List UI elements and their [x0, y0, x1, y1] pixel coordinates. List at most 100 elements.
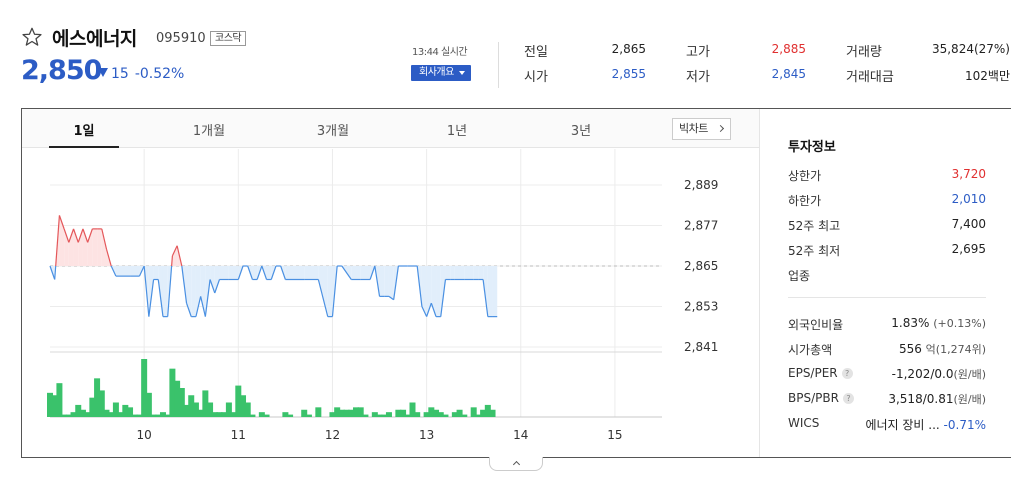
volume-bar	[94, 378, 101, 417]
price-line-down	[374, 265, 381, 297]
area-below-baseline	[266, 266, 272, 280]
price-line-down	[143, 265, 150, 317]
price-line-up	[176, 245, 183, 267]
company-overview-button[interactable]: 회사개요	[411, 65, 471, 81]
volume-bar	[475, 414, 482, 417]
volume-bar	[371, 412, 378, 417]
area-below-baseline	[492, 266, 498, 317]
y-tick-label: 2,853	[684, 300, 718, 314]
quote-value: 2,885	[771, 42, 806, 56]
quote-label: 거래대금	[846, 70, 894, 85]
volume-bar	[395, 409, 402, 417]
change-rate: -0.52%	[134, 66, 185, 82]
collapse-toggle-button[interactable]	[489, 457, 543, 471]
area-above-baseline	[82, 228, 88, 266]
volume-bar	[461, 414, 468, 417]
volume-bar	[65, 414, 72, 417]
quote-label: 전일	[524, 45, 548, 60]
bps-pbr-value: 3,518/0.81	[888, 392, 954, 406]
price-line-down	[204, 279, 211, 317]
volume-bar	[159, 412, 166, 417]
volume-bar	[329, 412, 336, 417]
quote-value: 2,865	[611, 42, 646, 56]
period-tabs: 1일 1개월 3개월 1년 3년 빅차트	[22, 109, 759, 148]
active-tab-indicator	[49, 146, 119, 148]
quote-value: 35,824(27%)	[931, 42, 1010, 56]
volume-bar	[70, 412, 77, 417]
volume-bar	[141, 359, 148, 417]
tab-1year[interactable]: 1년	[446, 124, 468, 139]
info-label: BPS/PBR?	[788, 391, 854, 405]
area-below-baseline	[431, 266, 437, 317]
price-line-down	[482, 279, 489, 317]
info-value: 556 억(1,274위)	[899, 341, 986, 357]
current-price: 2,850	[21, 55, 102, 86]
info-label: 업종	[788, 269, 811, 283]
volume-bar	[437, 412, 444, 417]
info-row-wics: WICS 에너지 장비 ... -0.71%	[788, 416, 986, 434]
volume-bar	[305, 414, 312, 417]
bps-pbr-label: BPS/PBR	[788, 391, 839, 405]
volume-bar	[47, 392, 53, 417]
price-line-down	[421, 306, 428, 317]
volume-bar	[301, 409, 308, 417]
info-label: 하한가	[788, 194, 822, 208]
price-line-up	[171, 255, 173, 267]
area-below-baseline	[450, 266, 455, 280]
volume-bar	[433, 409, 440, 417]
tab-3month[interactable]: 3개월	[316, 124, 350, 139]
caret-down-icon	[459, 71, 465, 75]
info-row-eps-per: EPS/PER? -1,202/0.0(원/배)	[788, 366, 986, 384]
area-above-baseline	[68, 228, 74, 266]
quote-label: 시가	[524, 70, 548, 85]
price-line-up	[72, 228, 79, 243]
area-below-baseline	[261, 266, 267, 280]
help-icon[interactable]: ?	[841, 368, 853, 379]
x-tick-label: 11	[231, 428, 246, 442]
area-below-baseline	[426, 266, 432, 317]
area-below-baseline	[214, 266, 220, 293]
volume-bar	[428, 407, 435, 417]
area-above-baseline	[97, 228, 102, 266]
price-line-up	[58, 215, 65, 230]
volume-bar	[150, 414, 157, 417]
price-line-down	[237, 265, 244, 280]
volume-bar	[470, 407, 477, 417]
divider	[788, 297, 986, 298]
quote-value: 2,855	[611, 67, 646, 81]
price-line-down	[138, 265, 145, 277]
stock-name: 에스에너지	[52, 28, 137, 50]
price-line-up	[171, 245, 178, 257]
volume-bar	[188, 395, 195, 417]
eps-per-value: -1,202/0.0	[891, 367, 954, 381]
price-line-down	[148, 279, 155, 317]
price-line-down	[369, 265, 376, 280]
wics-sector-link[interactable]: 에너지 장비 ...	[865, 418, 940, 432]
big-chart-button[interactable]: 빅차트	[672, 118, 731, 140]
volume-bar	[451, 412, 458, 417]
x-tick-label: 14	[513, 428, 528, 442]
tab-1month[interactable]: 1개월	[192, 124, 226, 139]
price-line-down	[214, 279, 221, 294]
volume-bar	[315, 407, 322, 417]
price-line-down	[430, 302, 437, 317]
tab-1day[interactable]: 1일	[73, 124, 95, 139]
big-chart-label: 빅차트	[679, 122, 708, 135]
volume-bar	[216, 412, 223, 417]
price-line-down	[317, 279, 329, 317]
tab-3year[interactable]: 3년	[570, 124, 592, 139]
area-above-baseline	[87, 228, 93, 266]
area-below-baseline	[384, 266, 389, 297]
star-icon[interactable]	[21, 26, 43, 48]
help-icon[interactable]: ?	[842, 393, 854, 404]
volume-bar	[164, 414, 171, 417]
volume-bar	[84, 412, 91, 417]
company-overview-label: 회사개요	[419, 67, 454, 78]
area-below-baseline	[351, 266, 361, 280]
info-row-upper-limit: 상한가 3,720	[788, 167, 986, 185]
foreign-ratio-change: (+0.13%)	[933, 317, 986, 330]
quote-label: 저가	[686, 70, 710, 85]
price-line-down	[49, 265, 56, 280]
info-value: 에너지 장비 ... -0.71%	[865, 416, 986, 433]
info-row-foreign-ratio: 외국인비율 1.83% (+0.13%)	[788, 316, 986, 334]
